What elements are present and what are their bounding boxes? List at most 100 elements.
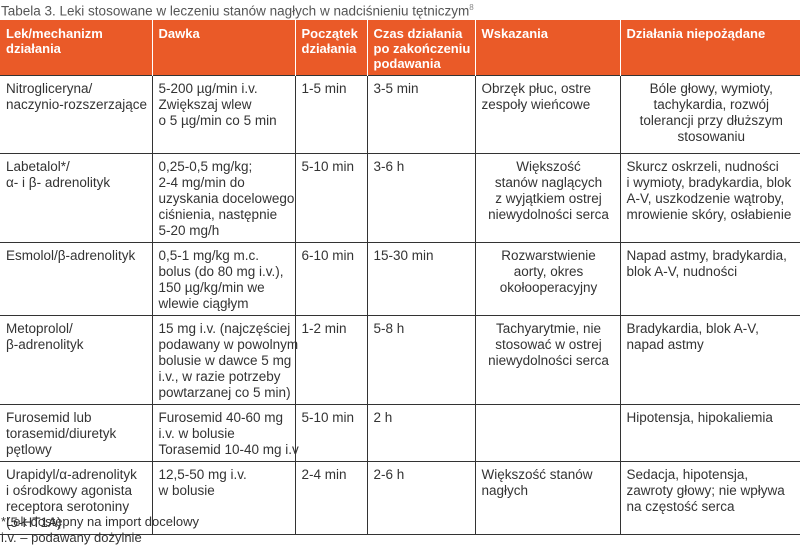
cell-line: i.v. w bolusie — [158, 426, 235, 441]
cell-line: stosować w ostrej — [495, 337, 602, 352]
cell-line: tachykardia, rozwój — [653, 97, 770, 112]
cell-indications: Większość stanów naglących z wyjątkiem ost… — [474, 153, 621, 243]
header-duration: Czas działania po zakończeniu podawania — [366, 20, 475, 76]
cell-line: Skurcz oskrzeli, nudności — [626, 159, 779, 174]
cell-onset: 5-10 min — [294, 404, 368, 462]
cell-line: w bolusie — [158, 483, 215, 498]
cell-drug: Furosemid lub torasemid/diuretyk pętlowy — [0, 404, 153, 462]
cell-line: torasemid/diuretyk — [6, 426, 117, 441]
cell-line: zawroty głowy; nie wpływa — [626, 483, 785, 498]
cell-line: 6-10 min — [301, 248, 355, 263]
cell-drug: Esmolol/β-adrenolityk — [0, 242, 153, 316]
cell-indications: Obrzęk płuc, ostre zespoły wieńcowe — [474, 75, 621, 154]
cell-onset: 5-10 min — [294, 153, 368, 243]
cell-line: α- i β- adrenolityk — [6, 175, 111, 190]
cell-dose: 0,25-0,5 mg/kg; 2-4 mg/min do uzyskania do… — [151, 153, 296, 243]
cell-line: 15 mg i.v. (najczęściej — [158, 321, 291, 336]
cell-dose: Furosemid 40-60 mg i.v. w bolusie Torasemi… — [151, 404, 299, 462]
footnotes: *Lek dostępny na import docelowy i.v. – … — [1, 514, 199, 546]
cell-onset: 6-10 min — [294, 242, 368, 316]
header-line: Wskazania — [481, 26, 548, 41]
cell-side-effects: Bradykardia, blok A-V, napad astmy — [619, 315, 800, 405]
cell-line: 5-8 h — [373, 321, 405, 336]
cell-line: Rozwarstwienie — [501, 248, 596, 263]
cell-line: 0,5-1 mg/kg m.c. — [158, 248, 260, 263]
header-drug: Lek/mechanizm działania — [0, 20, 152, 76]
cell-line: naczynio-rozszerzające — [6, 97, 148, 112]
cell-indications: Większość stanów nagłych — [474, 461, 621, 535]
drug-table: Lek/mechanizm działania Dawka Początek dzi… — [0, 20, 800, 535]
header-line: podawania — [373, 56, 441, 71]
cell-side-effects: Bóle głowy, wymioty, tachykardia, rozwój t… — [619, 75, 800, 154]
cell-dose: 15 mg i.v. (najczęściej podawany w powoln… — [151, 315, 299, 405]
cell-line: Napad astmy, bradykardia, — [626, 248, 787, 263]
cell-onset: 1-2 min — [294, 315, 368, 405]
cell-line: 0,25-0,5 mg/kg; — [158, 159, 253, 174]
caption-reference: 8 — [469, 3, 474, 12]
table-body: Nitrogliceryna/naczynio-rozszerzające 5-2… — [0, 75, 800, 535]
cell-line: Torasemid 10-40 mg i.v — [158, 442, 299, 457]
cell-line: 3-5 min — [373, 81, 419, 96]
cell-line: o 5 µg/min co 5 min — [158, 113, 277, 128]
cell-line: zespoły wieńcowe — [481, 97, 591, 112]
cell-line: 3-6 h — [373, 159, 405, 174]
cell-line: Bradykardia, blok A-V, — [626, 321, 759, 336]
cell-line: Furosemid 40-60 mg — [158, 410, 284, 425]
table-caption: Tabela 3. Leki stosowane w leczeniu stan… — [1, 3, 474, 19]
cell-line: Zwiększaj wlew — [158, 97, 252, 112]
cell-line: pętlowy — [6, 442, 52, 457]
header-line: po zakończeniu — [373, 41, 471, 56]
cell-line: Tachyarytmie, nie — [495, 321, 602, 336]
cell-line: Urapidyl/α-adrenolityk — [6, 467, 137, 482]
cell-line: 150 µg/kg/min we — [158, 280, 265, 295]
cell-line: Metoprolol/ — [6, 321, 73, 336]
header-row: Lek/mechanizm działania Dawka Początek dzi… — [0, 20, 800, 76]
cell-line: tolerancji przy dłuższym — [639, 113, 783, 128]
footnote-iv: i.v. – podawany dożylnie — [1, 530, 142, 545]
header-indications: Wskazania — [474, 20, 620, 76]
cell-line: Większość — [516, 159, 581, 174]
cell-line: 2-4 min — [301, 467, 347, 482]
cell-dose: 5-200 µg/min i.v. Zwiększaj wlew o 5 µg/mi… — [151, 75, 296, 154]
cell-line: (5-HT1A) — [6, 515, 62, 530]
header-line: Lek/mechanizm — [6, 26, 103, 41]
cell-line: bolusie w dawce 5 mg — [158, 353, 292, 368]
cell-line: Bóle głowy, wymioty, — [649, 81, 773, 96]
header-line: działania — [6, 41, 61, 56]
cell-line: 2 h — [373, 410, 393, 425]
cell-indications: Tachyarytmie, nie stosować w ostrej niewyd… — [474, 315, 621, 405]
cell-line: 1-5 min — [301, 81, 347, 96]
cell-line: 15-30 min — [373, 248, 434, 263]
table-row: Labetalol*/α- i β- adrenolityk 0,25-0,5 m… — [0, 153, 800, 243]
cell-drug: Nitrogliceryna/naczynio-rozszerzające — [0, 75, 153, 154]
table-row: Esmolol/β-adrenolityk 0,5-1 mg/kg m.c. bol… — [0, 242, 800, 316]
cell-line: 5-200 µg/min i.v. — [158, 81, 258, 96]
header-side-effects: Działania niepożądane — [619, 20, 800, 76]
header-line: Działania niepożądane — [626, 26, 766, 41]
cell-side-effects: Skurcz oskrzeli, nudności i wymioty, brad… — [619, 153, 800, 243]
cell-line: wlewie ciągłym — [158, 296, 249, 311]
cell-duration: 3-6 h — [366, 153, 476, 243]
cell-duration: 15-30 min — [366, 242, 476, 316]
table-row: Urapidyl/α-adrenolityk i ośrodkowy agonis… — [0, 461, 800, 535]
cell-line: Obrzęk płuc, ostre — [481, 81, 592, 96]
cell-duration: 2 h — [366, 404, 476, 462]
cell-line: okołooperacyjny — [499, 280, 598, 295]
cell-line: Furosemid lub — [6, 410, 92, 425]
cell-drug: Labetalol*/α- i β- adrenolityk — [0, 153, 153, 243]
cell-duration: 2-6 h — [366, 461, 476, 535]
cell-line: niewydolności serca — [488, 207, 609, 222]
cell-line: napad astmy — [626, 337, 704, 352]
cell-line: β-adrenolityk — [6, 337, 84, 352]
footnote-import: *Lek dostępny na import docelowy — [1, 514, 200, 529]
cell-line: bolus (do 80 mg i.v.), — [158, 264, 284, 279]
cell-side-effects: Hipotensja, hipokaliemia — [619, 404, 800, 462]
cell-line: Sedacja, hipotensja, — [626, 467, 749, 482]
cell-line: blok A-V, nudności — [626, 264, 738, 279]
cell-line: podawany w powolnym — [158, 337, 299, 352]
cell-onset: 2-4 min — [294, 461, 368, 535]
header-onset: Początek działania — [294, 20, 367, 76]
table-row: Furosemid lub torasemid/diuretyk pętlowy Fu… — [0, 404, 800, 462]
cell-line: 12,5-50 mg i.v. — [158, 467, 247, 482]
cell-line: 5-20 mg/h — [158, 223, 220, 238]
